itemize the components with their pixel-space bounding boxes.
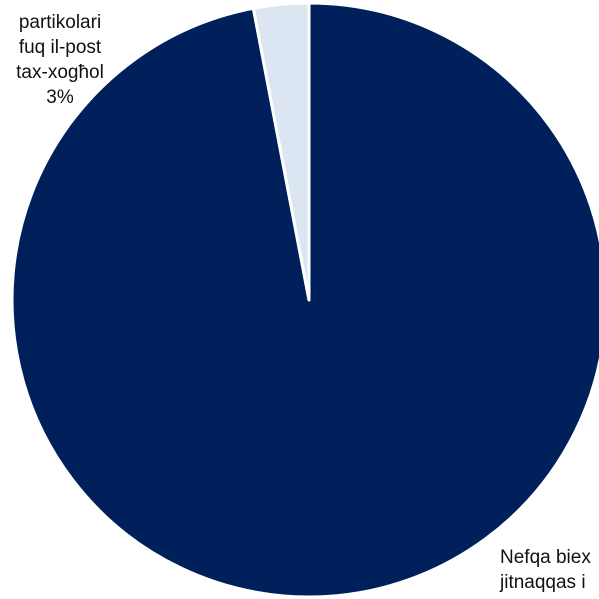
pie-label-1-line-2: tax-xogħol — [16, 62, 104, 83]
pie-label-1: partikolari fuq il-post tax-xogħol 3% — [16, 12, 104, 108]
pie-label-0: Nefqa biex jitnaqqas i — [499, 547, 591, 593]
pie-labels: Nefqa biex jitnaqqas i partikolari fuq il-p… — [16, 12, 591, 593]
pie-label-0-line-1: jitnaqqas i — [499, 572, 586, 593]
pie-slices — [10, 1, 599, 599]
pie-label-1-line-3: 3% — [46, 87, 74, 108]
pie-slice-0 — [10, 1, 599, 599]
pie-label-1-line-1: fuq il-post — [19, 37, 102, 58]
pie-label-0-line-0: Nefqa biex — [500, 547, 591, 568]
pie-slice-1 — [251, 1, 311, 302]
pie-label-1-line-0: partikolari — [19, 12, 101, 33]
